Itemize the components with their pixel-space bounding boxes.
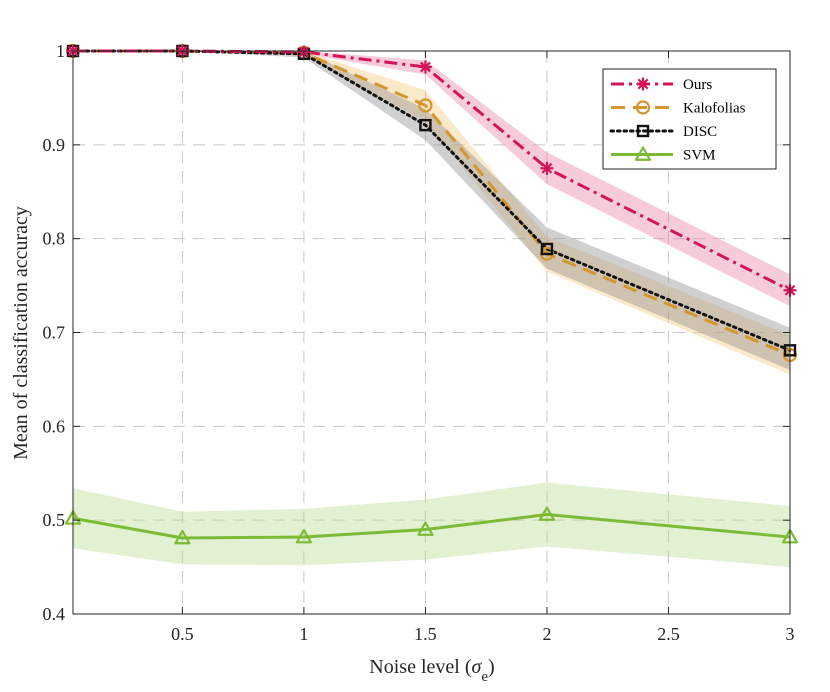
x-tick-label: 0.5 [171,624,194,644]
legend-marker-kalofolias [635,100,651,115]
x-tick-label: 3 [786,624,795,644]
marker-ours [418,60,432,74]
marker-disc [540,242,554,256]
y-tick-label: 1 [56,41,65,61]
legend-marker-disc [636,124,650,138]
y-axis-label: Mean of classification accuracy [10,206,32,460]
marker-ours [540,161,554,175]
legend-marker-ours [636,77,650,91]
y-tick-label: 0.6 [43,416,66,436]
marker-svm [295,528,312,544]
legend-marker-svm [634,146,652,161]
legend-label-svm: SVM [683,148,716,164]
marker-svm [174,529,191,545]
legend-label-ours: Ours [683,77,712,93]
legend-label-kalofolias: Kalofolias [683,101,746,117]
marker-disc [419,118,432,132]
x-tick-label: 1 [299,624,308,644]
x-axis-label: Noise level (σe) [369,656,494,685]
y-tick-label: 0.9 [43,135,66,155]
y-tick-label: 0.7 [43,323,66,343]
line-svm [72,513,791,540]
legend-label-disc: DISC [683,124,717,140]
y-tick-label: 0.4 [43,604,66,624]
y-tick-label: 0.5 [43,510,66,530]
x-tick-label: 2 [542,624,551,644]
band-kalofolias [73,51,790,375]
marker-svm [538,506,556,521]
legend-box [602,68,777,170]
x-tick-label: 2.5 [657,624,680,644]
y-tick-label: 0.8 [43,229,66,249]
legend: Ours Kalofolias DISC SVM [602,68,777,170]
band-disc [73,51,790,371]
confidence-bands [73,51,790,568]
marker-svm [417,521,434,536]
axes: 0.5 1 1.5 2 2.5 3 0.4 0.5 0.6 0.7 0.8 0.9 1 [43,41,795,644]
line-ours [73,49,791,292]
band-svm [73,482,790,568]
marker-kalofolias [418,98,433,113]
x-tick-label: 1.5 [414,624,437,644]
